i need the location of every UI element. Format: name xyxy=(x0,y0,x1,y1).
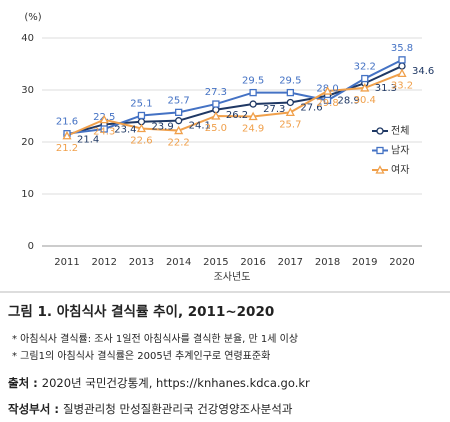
point xyxy=(248,111,258,121)
data-label: 21.4 xyxy=(77,135,99,146)
y-tick-label: 30 xyxy=(21,85,34,96)
point xyxy=(323,96,332,105)
x-tick-label: 2011 xyxy=(54,257,79,268)
y-tick-label: 0 xyxy=(28,241,34,252)
x-tick-label: 2017 xyxy=(278,257,303,268)
data-label: 25.7 xyxy=(168,95,190,106)
data-label: 25.0 xyxy=(205,123,227,134)
point xyxy=(174,125,184,135)
data-label: 25.1 xyxy=(130,98,152,109)
point xyxy=(286,88,294,97)
data-label: 33.2 xyxy=(391,80,413,91)
data-label: 26.2 xyxy=(226,110,248,121)
point xyxy=(397,68,407,78)
data-label: 29.5 xyxy=(279,76,301,87)
data-label: 24.3 xyxy=(93,127,115,138)
data-label: 27.3 xyxy=(263,104,285,115)
data-label: 29.8 xyxy=(316,98,338,109)
point xyxy=(249,88,257,97)
x-axis-label: 조사년도 xyxy=(214,271,251,283)
y-unit: (%) xyxy=(24,12,41,23)
point xyxy=(398,62,406,70)
x-tick-label: 2019 xyxy=(352,257,377,268)
x-tick-label: 2015 xyxy=(203,257,228,268)
y-tick-label: 20 xyxy=(21,137,34,148)
point xyxy=(285,107,295,117)
point xyxy=(175,108,183,117)
point xyxy=(361,74,369,83)
x-tick-label: 2013 xyxy=(129,257,154,268)
caption-title: 그림 1. 아침식사 결식률 추이, 2011~2020 xyxy=(8,303,274,320)
data-label: 31.3 xyxy=(375,83,397,94)
dept-label: 작성부서 : xyxy=(8,402,59,416)
point xyxy=(322,86,333,95)
data-label: 28.9 xyxy=(338,96,360,107)
legend-marker xyxy=(376,146,384,155)
series-line xyxy=(66,72,403,137)
department: 작성부서 : 질병관리청 만성질환관리국 건강영양조사분석과 xyxy=(8,402,293,416)
source-text: 2020년 국민건강통계, https://knhanes.kdca.go.kr xyxy=(42,376,310,390)
legend-label: 전체 xyxy=(391,125,409,137)
legend-marker xyxy=(375,165,385,174)
y-tick-label: 10 xyxy=(21,189,34,200)
x-tick-label: 2018 xyxy=(315,257,340,268)
x-tick-label: 2020 xyxy=(389,257,414,268)
point xyxy=(175,117,183,125)
legend-marker xyxy=(376,127,384,135)
point xyxy=(211,111,221,120)
data-label: 27.6 xyxy=(300,102,322,113)
point xyxy=(360,83,370,92)
point xyxy=(398,56,406,64)
data-label: 24.1 xyxy=(189,121,211,132)
data-label: 32.2 xyxy=(354,62,376,73)
x-tick-label: 2014 xyxy=(166,257,191,268)
point xyxy=(249,100,257,108)
data-label: 22.6 xyxy=(130,135,152,146)
legend-label: 여자 xyxy=(391,164,409,176)
data-label: 22.2 xyxy=(168,138,190,149)
note: * 그림1의 아침식사 결식률은 2005년 추계인구로 연령표준화 xyxy=(12,350,270,362)
source: 출처 : 2020년 국민건강통계, https://knhanes.kdca.g… xyxy=(8,376,310,390)
dept-text: 질병관리청 만성질환관리국 건강영양조사분석과 xyxy=(63,402,293,416)
data-label: 35.8 xyxy=(391,43,413,54)
data-label: 34.6 xyxy=(412,66,434,77)
point xyxy=(137,111,146,120)
data-label: 29.5 xyxy=(242,76,264,87)
note: * 아침식사 결식률: 조사 1일전 아침식사를 결식한 분율, 만 1세 이상 xyxy=(12,333,298,345)
data-label: 27.3 xyxy=(205,87,227,98)
point xyxy=(100,125,108,133)
data-label: 25.7 xyxy=(279,119,301,130)
point xyxy=(212,100,220,108)
x-tick-label: 2016 xyxy=(240,257,265,268)
data-label: 24.9 xyxy=(242,124,264,135)
point xyxy=(99,114,109,124)
x-tick-label: 2012 xyxy=(91,257,116,268)
point xyxy=(62,130,72,140)
data-label: 21.2 xyxy=(56,143,78,154)
y-tick-label: 40 xyxy=(21,33,34,44)
source-label: 출처 : xyxy=(8,376,38,390)
data-label: 23.9 xyxy=(151,122,173,133)
point xyxy=(136,123,147,133)
point xyxy=(286,98,294,107)
data-label: 21.6 xyxy=(56,117,78,128)
data-label: 30.4 xyxy=(354,95,376,106)
legend-label: 남자 xyxy=(391,145,409,157)
data-label: 23.4 xyxy=(114,124,136,135)
